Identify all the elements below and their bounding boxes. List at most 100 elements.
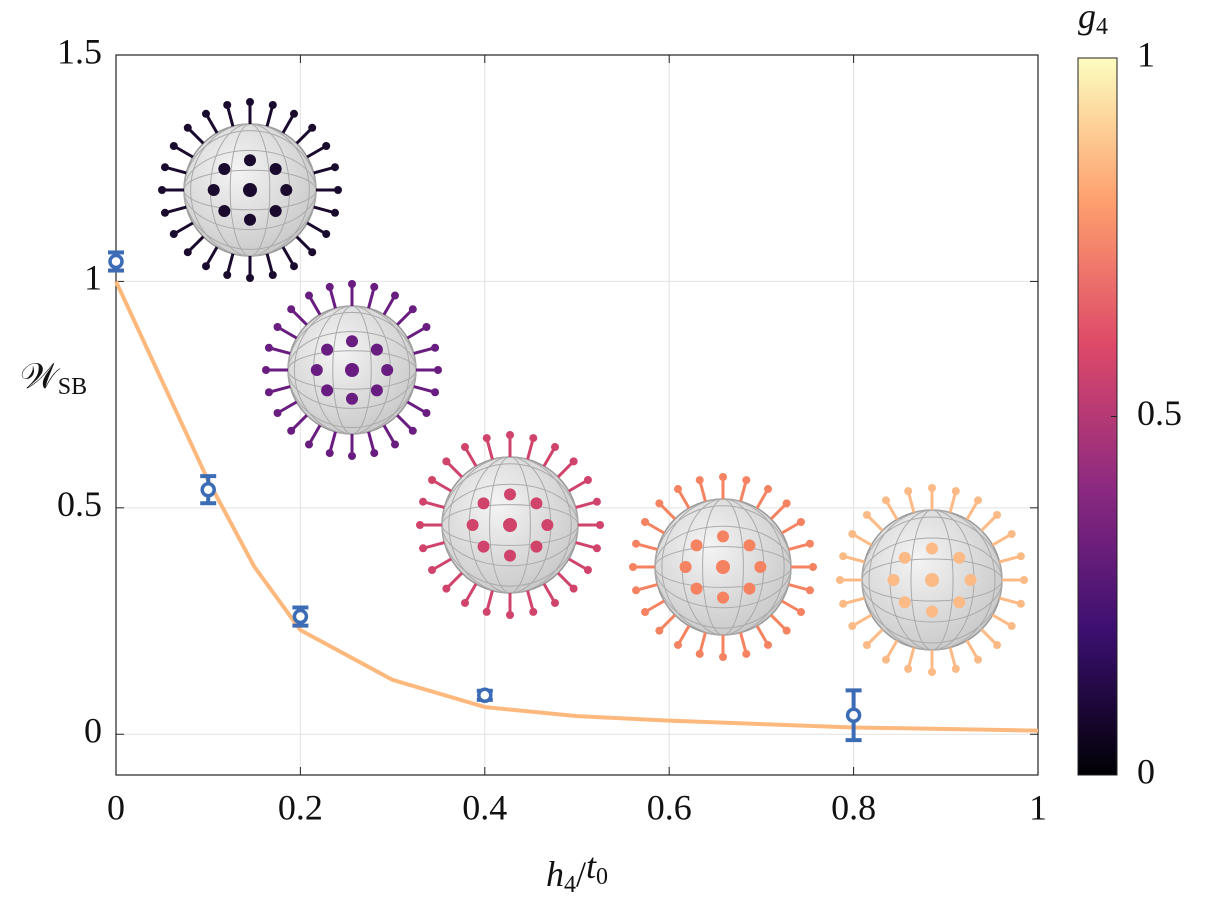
sphere-arrowhead bbox=[322, 230, 331, 238]
sphere-arrowhead bbox=[325, 282, 334, 291]
sphere-dot bbox=[690, 582, 703, 595]
sphere-dot bbox=[754, 561, 767, 573]
x-label-part: h bbox=[546, 854, 564, 894]
x-tick-label: 1 bbox=[1029, 787, 1047, 827]
sphere-arrowhead bbox=[434, 366, 442, 374]
sphere-arrowhead bbox=[290, 262, 298, 271]
sphere-arrowhead bbox=[655, 626, 664, 635]
sphere-dot bbox=[530, 540, 543, 553]
sphere-arrowhead bbox=[993, 510, 1002, 519]
sphere-arrowhead bbox=[569, 584, 578, 593]
sphere-dot bbox=[926, 605, 938, 618]
sphere-arrowhead bbox=[158, 186, 166, 194]
colorbar-tick-label: 1 bbox=[1137, 34, 1155, 74]
sphere-arrowhead bbox=[160, 208, 169, 217]
x-tick-label: 0.8 bbox=[831, 787, 876, 827]
sphere-arrowhead bbox=[569, 457, 578, 466]
sphere-arrowhead bbox=[641, 608, 650, 616]
colorbar-tick-label: 0 bbox=[1137, 751, 1155, 791]
sphere-arrowhead bbox=[408, 305, 417, 314]
sphere-dot bbox=[679, 561, 692, 573]
sphere-dot bbox=[964, 574, 977, 586]
sphere-arrowhead bbox=[674, 640, 682, 649]
colorbar-label-part: g bbox=[1078, 0, 1096, 36]
sphere-arrowhead bbox=[442, 457, 451, 466]
sphere-dot bbox=[504, 488, 516, 501]
sphere-arrowhead bbox=[904, 487, 913, 496]
point bbox=[108, 253, 124, 270]
sphere-dot bbox=[541, 519, 554, 531]
sphere-arrowhead bbox=[674, 485, 682, 494]
sphere-dot bbox=[243, 183, 257, 197]
sphere-arrowhead bbox=[348, 452, 356, 460]
y-axis-label: 𝒲SB bbox=[20, 356, 87, 399]
sphere-arrowhead bbox=[287, 426, 296, 435]
sphere-arrowhead bbox=[805, 586, 814, 595]
sphere-dot bbox=[717, 591, 729, 604]
sphere-arrowhead bbox=[862, 641, 871, 650]
sphere-arrowhead bbox=[370, 449, 379, 458]
error-point bbox=[200, 474, 217, 506]
sphere-dot bbox=[717, 530, 729, 543]
sphere-arrowhead bbox=[592, 497, 601, 506]
sphere-arrowhead bbox=[632, 539, 641, 548]
sphere-arrowhead bbox=[551, 598, 559, 607]
sphere-dot bbox=[346, 335, 358, 348]
sphere-dot bbox=[898, 596, 911, 609]
sphere-dot bbox=[716, 560, 730, 574]
sphere-arrowhead bbox=[202, 262, 210, 271]
error-point bbox=[108, 250, 124, 273]
sphere-arrowhead bbox=[246, 274, 254, 282]
sphere-arrowhead bbox=[805, 539, 814, 548]
sphere-arrowhead bbox=[928, 668, 936, 676]
sphere-arrowhead bbox=[264, 343, 273, 352]
sphere-dot bbox=[218, 162, 231, 175]
x-tick-label: 0.6 bbox=[647, 787, 692, 827]
sphere-arrowhead bbox=[782, 626, 791, 635]
sphere-arrowhead bbox=[629, 563, 637, 571]
sphere-arrowhead bbox=[422, 323, 431, 331]
x-axis-label: h4/t0 bbox=[546, 846, 608, 897]
plot-frame bbox=[115, 54, 1039, 776]
sphere-arrowhead bbox=[202, 109, 210, 118]
point bbox=[477, 687, 493, 704]
sphere-arrowhead bbox=[416, 521, 424, 529]
sphere-arrowhead bbox=[764, 640, 772, 649]
sphere-arrowhead bbox=[246, 98, 254, 106]
sphere-arrowhead bbox=[1016, 599, 1025, 608]
sphere-arrowhead bbox=[442, 584, 451, 593]
sphere-dot bbox=[346, 392, 358, 405]
sphere-arrowhead bbox=[951, 664, 960, 673]
sphere-arrowhead bbox=[287, 305, 296, 314]
sphere-dot bbox=[477, 497, 490, 510]
colorbar-label: g4 bbox=[1078, 0, 1108, 40]
sphere-arrowhead bbox=[431, 343, 440, 352]
colorbar-tick-label: 0.5 bbox=[1137, 393, 1182, 433]
y-tick-label: 0.5 bbox=[57, 484, 102, 524]
sphere-arrowhead bbox=[461, 598, 469, 607]
sphere-arrowhead bbox=[223, 100, 232, 109]
sphere-arrowhead bbox=[529, 607, 538, 616]
x-tick-label: 0 bbox=[107, 787, 125, 827]
sphere-arrowhead bbox=[169, 142, 178, 150]
x-label-part: 4 bbox=[564, 872, 576, 898]
sphere-arrowhead bbox=[742, 649, 751, 658]
sphere-dot bbox=[381, 364, 394, 376]
sphere-arrowhead bbox=[583, 566, 592, 574]
sphere-arrowhead bbox=[882, 496, 890, 505]
sphere-arrowhead bbox=[655, 499, 664, 508]
sphere-arrowhead bbox=[928, 484, 936, 492]
sphere-dot bbox=[321, 384, 334, 397]
sphere-arrowhead bbox=[695, 649, 704, 658]
sphere-arrowhead bbox=[305, 440, 313, 449]
sphere-arrowhead bbox=[506, 431, 514, 439]
sphere-arrowhead bbox=[506, 611, 514, 619]
sphere-dot bbox=[887, 574, 900, 586]
sphere-dot bbox=[345, 363, 359, 377]
error-point bbox=[845, 688, 862, 743]
sphere-arrowhead bbox=[583, 476, 592, 484]
sphere-arrowhead bbox=[596, 521, 604, 529]
sphere-arrowhead bbox=[904, 664, 913, 673]
sphere-dot bbox=[269, 162, 282, 175]
x-tick-label: 0.2 bbox=[278, 787, 323, 827]
